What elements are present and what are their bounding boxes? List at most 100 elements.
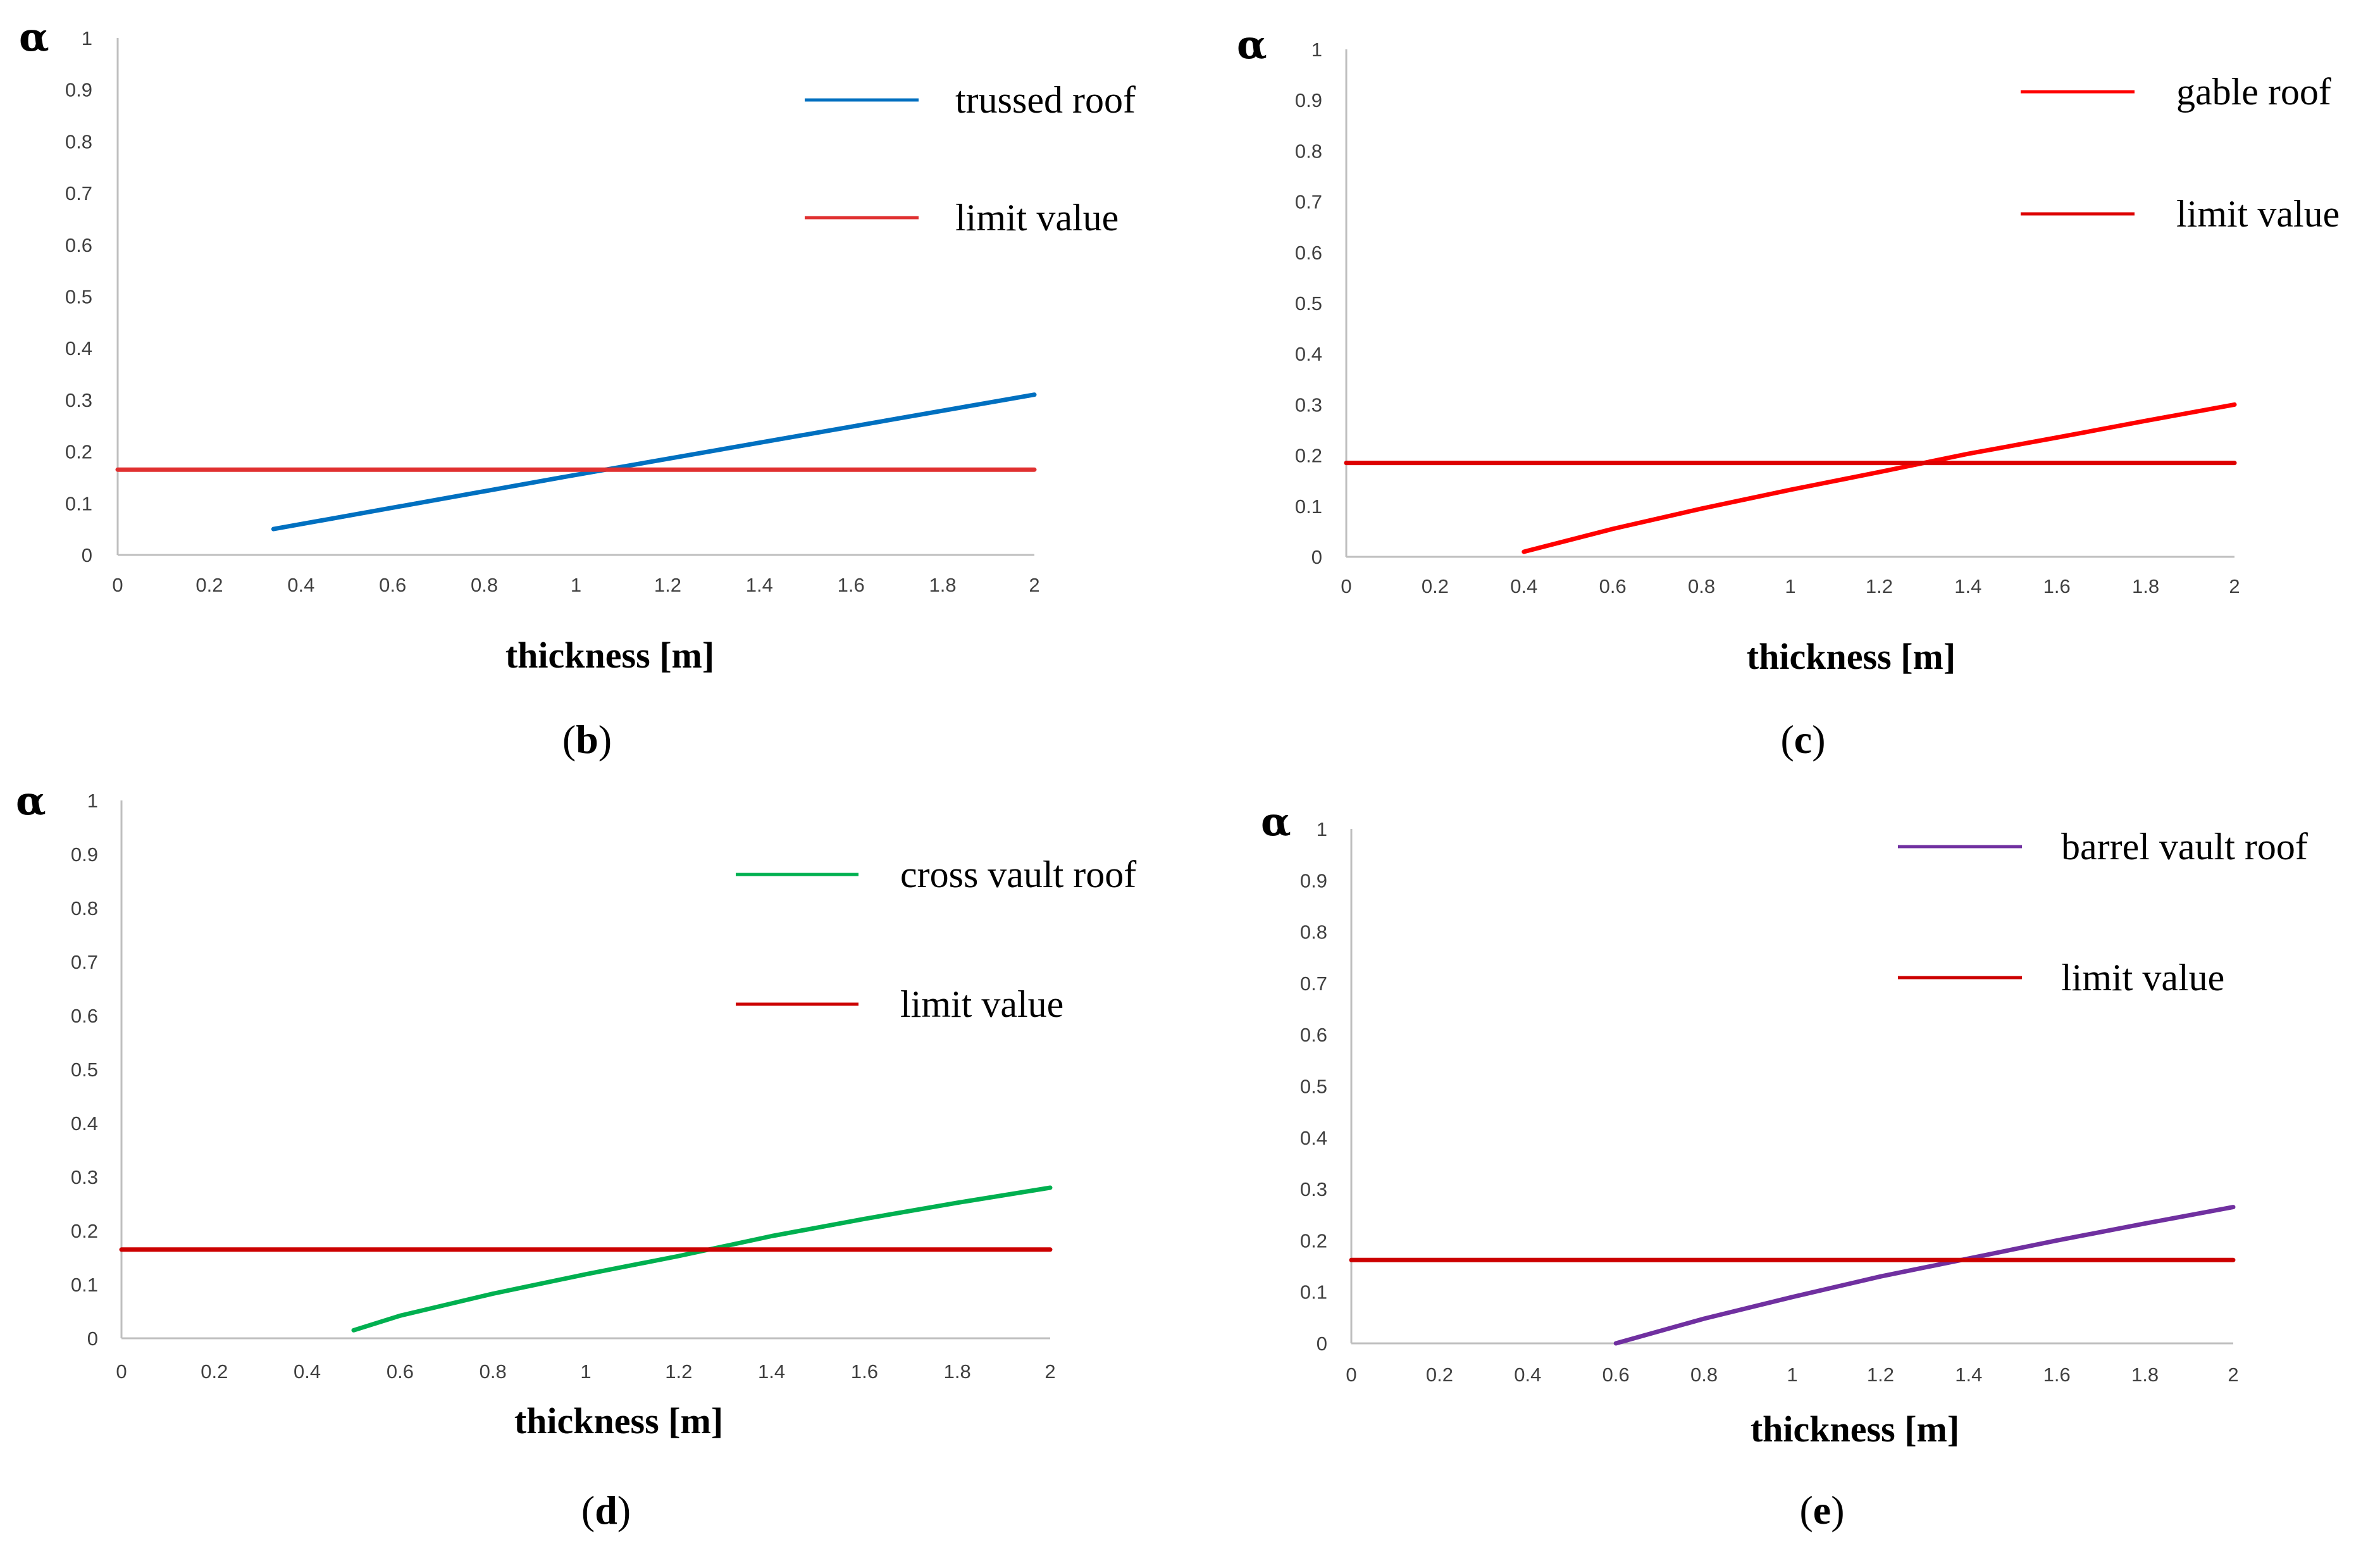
panel-label: (b) bbox=[562, 717, 612, 762]
y-axis-label: α bbox=[16, 778, 46, 824]
y-tick-label: 0.9 bbox=[1295, 89, 1322, 111]
x-tick-label: 1 bbox=[1785, 575, 1795, 597]
chart-panel-b: 0 0.1 0.2 0.3 0.4 0.5 0.6 0.7 0.8 0.9 1 0 0.2 0.4 0.6 0… bbox=[19, 14, 1136, 762]
x-tick-label: 0.8 bbox=[480, 1360, 507, 1383]
chart-panel-e: 0 0.1 0.2 0.3 0.4 0.5 0.6 0.7 0.8 0.9 1 0 0.2 0.4 0.6 0… bbox=[1261, 799, 2308, 1533]
y-tick-label: 0 bbox=[1311, 546, 1322, 568]
x-tick-label: 2 bbox=[2229, 575, 2240, 597]
y-tick-label: 0.1 bbox=[1300, 1281, 1327, 1303]
x-tick-label: 1.4 bbox=[1955, 1364, 1982, 1386]
y-tick-label: 1 bbox=[1317, 818, 1327, 840]
y-tick-label: 0 bbox=[82, 544, 92, 566]
x-tick-label: 0.4 bbox=[287, 574, 314, 596]
y-tick-label: 1 bbox=[1311, 39, 1322, 61]
x-tick-label: 1.2 bbox=[1867, 1364, 1894, 1386]
x-tick-label: 1 bbox=[580, 1360, 591, 1383]
y-tick-label: 0.9 bbox=[71, 843, 98, 866]
x-tick-label: 1.4 bbox=[758, 1360, 785, 1383]
x-tick-label: 0 bbox=[116, 1360, 127, 1383]
y-tick-label: 0.7 bbox=[1300, 973, 1327, 995]
x-tick-label: 0.8 bbox=[1688, 575, 1715, 597]
legend-label: limit value bbox=[900, 983, 1063, 1025]
y-tick-label: 0.8 bbox=[1295, 140, 1322, 162]
x-tick-label: 0.2 bbox=[195, 574, 223, 596]
y-tick-label: 0.6 bbox=[1300, 1024, 1327, 1046]
x-tick-label: 2 bbox=[1044, 1360, 1055, 1383]
y-tick-label: 0.9 bbox=[1300, 869, 1327, 892]
y-tick-label: 0.1 bbox=[71, 1274, 98, 1296]
x-tick-label: 2 bbox=[2228, 1364, 2238, 1386]
x-tick-label: 0.6 bbox=[387, 1360, 414, 1383]
x-tick-label: 0.4 bbox=[1510, 575, 1537, 597]
x-tick-label: 1.8 bbox=[929, 574, 957, 596]
legend-label: cross vault roof bbox=[900, 854, 1136, 895]
y-tick-label: 0.4 bbox=[1295, 343, 1322, 365]
y-tick-label: 0.8 bbox=[1300, 921, 1327, 943]
y-tick-label: 0.2 bbox=[71, 1220, 98, 1242]
y-tick-label: 0.2 bbox=[1295, 445, 1322, 467]
y-tick-label: 0.6 bbox=[65, 234, 92, 256]
y-tick-label: 0.8 bbox=[65, 130, 92, 152]
y-tick-label: 0.1 bbox=[1295, 495, 1322, 518]
x-tick-label: 1.2 bbox=[654, 574, 681, 596]
panel-label: (d) bbox=[581, 1488, 631, 1533]
legend-label: limit value bbox=[955, 197, 1119, 239]
y-axis-label: α bbox=[1261, 799, 1291, 845]
x-tick-label: 0.2 bbox=[1426, 1364, 1453, 1386]
y-tick-label: 0.7 bbox=[1295, 191, 1322, 213]
legend-label: trussed roof bbox=[955, 79, 1136, 121]
y-axis-label: α bbox=[1237, 22, 1267, 68]
y-tick-label: 0.4 bbox=[65, 337, 92, 359]
legend-label: barrel vault roof bbox=[2061, 826, 2308, 868]
x-tick-label: 1.4 bbox=[1954, 575, 1981, 597]
x-tick-label: 1.8 bbox=[944, 1360, 971, 1383]
x-tick-label: 0 bbox=[112, 574, 123, 596]
legend-label: limit value bbox=[2176, 193, 2340, 235]
x-tick-label: 0.6 bbox=[1599, 575, 1627, 597]
x-tick-label: 0.6 bbox=[379, 574, 406, 596]
x-axis-title: thickness [m] bbox=[505, 635, 714, 676]
y-tick-label: 0.5 bbox=[1300, 1076, 1327, 1098]
y-tick-label: 0.7 bbox=[65, 182, 92, 204]
y-tick-label: 0.9 bbox=[65, 79, 92, 101]
y-tick-label: 0.8 bbox=[71, 897, 98, 919]
y-tick-label: 0.1 bbox=[65, 492, 92, 514]
x-tick-label: 1.6 bbox=[851, 1360, 878, 1383]
y-tick-label: 0.6 bbox=[71, 1005, 98, 1027]
x-tick-label: 1.6 bbox=[838, 574, 865, 596]
x-tick-label: 1 bbox=[571, 574, 581, 596]
x-tick-label: 0.2 bbox=[1422, 575, 1449, 597]
x-tick-label: 1 bbox=[1787, 1364, 1797, 1386]
x-tick-label: 1.2 bbox=[665, 1360, 692, 1383]
x-tick-label: 0 bbox=[1341, 575, 1351, 597]
chart-panel-c: 0 0.1 0.2 0.3 0.4 0.5 0.6 0.7 0.8 0.9 1 0 0.2 0.4 0.6 0… bbox=[1237, 22, 2340, 762]
y-tick-label: 1 bbox=[82, 27, 92, 49]
legend-label: gable roof bbox=[2176, 71, 2331, 113]
y-axis-label: α bbox=[19, 14, 49, 60]
x-tick-label: 0.8 bbox=[1690, 1364, 1718, 1386]
y-tick-label: 0 bbox=[1317, 1333, 1327, 1355]
y-tick-label: 0.3 bbox=[71, 1166, 98, 1188]
y-tick-label: 0.6 bbox=[1295, 242, 1322, 264]
x-tick-label: 1.8 bbox=[2131, 1364, 2159, 1386]
x-tick-label: 1.4 bbox=[746, 574, 773, 596]
x-tick-label: 0.8 bbox=[471, 574, 498, 596]
x-tick-label: 0.2 bbox=[201, 1360, 228, 1383]
y-tick-label: 0.5 bbox=[65, 286, 92, 308]
y-tick-label: 0.5 bbox=[71, 1059, 98, 1081]
x-tick-label: 0.4 bbox=[294, 1360, 321, 1383]
x-tick-label: 0.6 bbox=[1602, 1364, 1630, 1386]
legend-label: limit value bbox=[2061, 957, 2224, 998]
x-axis-title: thickness [m] bbox=[1747, 636, 1955, 677]
y-tick-label: 0.2 bbox=[1300, 1229, 1327, 1252]
x-tick-label: 1.2 bbox=[1866, 575, 1893, 597]
y-tick-label: 0.3 bbox=[65, 389, 92, 411]
chart-panel-d: 0 0.1 0.2 0.3 0.4 0.5 0.6 0.7 0.8 0.9 1 0 0.2 0.4 0.6 0… bbox=[16, 778, 1136, 1533]
x-axis-title: thickness [m] bbox=[514, 1400, 723, 1441]
series-line bbox=[351, 1185, 1053, 1333]
y-tick-label: 0.5 bbox=[1295, 292, 1322, 314]
x-tick-label: 1.6 bbox=[2043, 1364, 2071, 1386]
y-tick-label: 0.4 bbox=[1300, 1127, 1327, 1149]
x-tick-label: 1.6 bbox=[2043, 575, 2071, 597]
x-axis-title: thickness [m] bbox=[1751, 1409, 1959, 1450]
